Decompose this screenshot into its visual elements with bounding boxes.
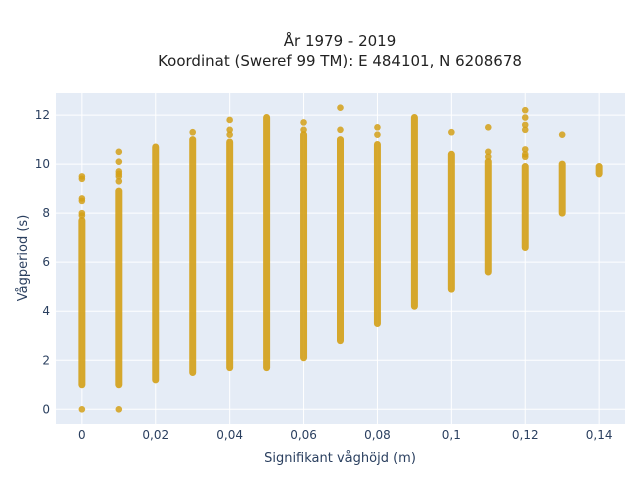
- x-tick-label: 0,06: [290, 428, 317, 442]
- data-point: [78, 405, 86, 413]
- data-point: [521, 126, 529, 134]
- data-point: [337, 126, 344, 134]
- data-point: [521, 114, 529, 121]
- data-point: [558, 131, 566, 138]
- y-tick-label: 6: [42, 255, 50, 269]
- data-points: [78, 104, 603, 413]
- y-tick-labels: 0 2 4 6 8 10 12: [35, 108, 50, 416]
- data-point: [115, 405, 123, 413]
- data-point: [78, 209, 86, 217]
- x-tick-labels: 0 0,02 0,04 0,06 0,08 0,1 0,12 0,14: [78, 428, 612, 442]
- data-point: [115, 158, 123, 165]
- x-tick-label: 0,1: [442, 428, 461, 442]
- y-tick-label: 12: [35, 108, 50, 122]
- data-point: [189, 128, 197, 136]
- x-tick-label: 0,04: [216, 428, 243, 442]
- data-point: [78, 195, 86, 202]
- data-point: [521, 121, 529, 129]
- y-axis-title: Vågperiod (s): [16, 215, 31, 302]
- chart-title-line-1: År 1979 - 2019: [284, 31, 397, 50]
- x-tick-label: 0,12: [512, 428, 539, 442]
- data-point: [484, 124, 492, 131]
- y-tick-label: 0: [42, 402, 50, 416]
- data-point: [374, 124, 381, 131]
- data-point: [484, 153, 492, 161]
- y-tick-label: 10: [35, 157, 50, 171]
- x-axis-title: Signifikant våghöjd (m): [264, 451, 416, 466]
- data-point: [78, 173, 86, 180]
- data-point: [300, 126, 307, 134]
- data-point: [226, 131, 233, 138]
- data-point: [374, 131, 381, 138]
- data-point: [521, 106, 529, 114]
- data-point: [115, 177, 123, 185]
- data-point: [115, 168, 123, 175]
- x-tick-label: 0: [78, 428, 86, 442]
- x-tick-label: 0,14: [586, 428, 613, 442]
- y-tick-label: 4: [42, 304, 50, 318]
- data-point: [226, 116, 233, 124]
- y-tick-label: 2: [42, 353, 50, 367]
- data-point: [521, 150, 529, 158]
- x-tick-label: 0,08: [364, 428, 391, 442]
- data-point: [115, 148, 123, 156]
- y-tick-label: 8: [42, 206, 50, 220]
- x-tick-label: 0,02: [142, 428, 169, 442]
- data-point: [300, 119, 307, 126]
- data-point: [448, 128, 455, 136]
- data-point: [226, 126, 233, 134]
- data-point: [521, 146, 529, 153]
- chart-title-line-2: Koordinat (Sweref 99 TM): E 484101, N 62…: [158, 52, 522, 70]
- data-point: [337, 104, 344, 112]
- data-point: [484, 148, 492, 156]
